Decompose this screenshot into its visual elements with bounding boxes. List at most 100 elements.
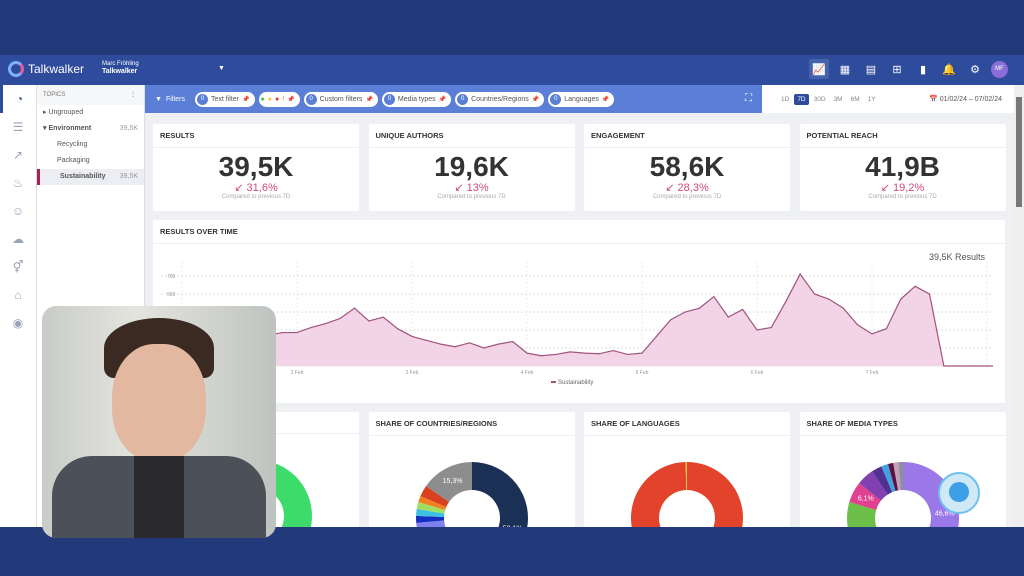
donut-slice[interactable] (902, 462, 959, 527)
data-point[interactable] (914, 285, 916, 287)
donut-slice[interactable] (848, 483, 881, 511)
filters-label[interactable]: Filters (165, 95, 185, 103)
data-point[interactable] (900, 298, 902, 300)
data-point[interactable] (928, 293, 931, 295)
donut-slice[interactable] (880, 464, 896, 493)
data-point[interactable] (799, 273, 801, 275)
period-1Y[interactable]: 1Y (867, 95, 876, 103)
custom-filters-chip[interactable]: 0 Custom filters 📌 (303, 91, 378, 107)
donut-slice[interactable] (892, 462, 901, 491)
data-point[interactable] (454, 346, 456, 348)
kpi-card[interactable]: UNIQUE AUTHORS 19,6K ↙ 13% Compared to prev… (368, 124, 575, 211)
data-point[interactable] (339, 317, 341, 320)
data-point[interactable] (468, 342, 471, 344)
data-point[interactable] (598, 353, 600, 355)
data-point[interactable] (713, 295, 715, 298)
data-point[interactable] (440, 343, 442, 345)
analytics-icon[interactable]: 📈 (809, 59, 829, 79)
emoji-icon[interactable]: ☺ (11, 204, 25, 218)
donut-slice[interactable] (871, 466, 892, 495)
data-point[interactable] (368, 320, 370, 322)
data-point[interactable] (411, 335, 413, 338)
data-point[interactable] (727, 316, 729, 318)
donut-slice[interactable] (415, 508, 444, 517)
text-filter-chip[interactable]: 0 Text filter 📌 (195, 91, 255, 107)
period-6M[interactable]: 6M (850, 95, 860, 103)
legend-label[interactable]: Sustainability (558, 380, 593, 386)
data-point[interactable] (282, 331, 284, 334)
data-point[interactable] (382, 316, 384, 318)
chevron-down-icon[interactable]: ▼ (218, 65, 225, 72)
fullscreen-icon[interactable]: ⛶ (745, 93, 752, 104)
data-point[interactable] (296, 331, 298, 334)
bell-icon[interactable]: 🔔 (942, 63, 956, 76)
chat-assistant-button[interactable] (938, 472, 980, 514)
donut-slice[interactable] (858, 471, 888, 501)
topic-group-ungrouped[interactable]: ▸ Ungrouped (43, 109, 84, 116)
media-types-chip[interactable]: 0 Media types 📌 (381, 91, 452, 107)
donut-slice[interactable] (425, 462, 472, 502)
data-point[interactable] (583, 352, 586, 354)
apps-grid-icon[interactable]: ⊞ (892, 63, 902, 76)
data-point[interactable] (612, 349, 614, 352)
data-point[interactable] (483, 347, 485, 349)
data-point[interactable] (943, 365, 945, 367)
donut-slice[interactable] (416, 502, 445, 514)
donut-slice[interactable] (631, 462, 743, 527)
data-point[interactable] (698, 307, 701, 309)
data-point[interactable] (813, 293, 816, 295)
languages-chip[interactable]: 0 Languages 📌 (548, 91, 615, 107)
data-point[interactable] (742, 308, 744, 311)
gear-icon[interactable]: ⚙ (970, 63, 980, 76)
donut-slice[interactable] (444, 462, 528, 527)
donut-slice[interactable] (417, 496, 446, 511)
data-point[interactable] (497, 343, 499, 345)
topic-packaging[interactable]: Packaging (57, 157, 90, 164)
data-point[interactable] (972, 365, 974, 367)
data-point[interactable] (540, 355, 542, 357)
data-point[interactable] (627, 353, 629, 356)
kpi-card[interactable]: POTENTIAL REACH 41,9B ↙ 19,2% Compared to p… (799, 124, 1006, 211)
kpi-card[interactable]: ENGAGEMENT 58,6K ↙ 28,3% Compared to previo… (584, 124, 790, 211)
data-point[interactable] (857, 324, 859, 326)
more-menu-icon[interactable]: ⋮ (130, 92, 136, 98)
account-switcher[interactable]: Marc Fröhling Talkwalker (102, 60, 139, 76)
alerts-book-icon[interactable]: ▤ (865, 63, 877, 76)
data-point[interactable] (684, 311, 686, 313)
data-point[interactable] (655, 335, 657, 338)
topic-recycling[interactable]: Recycling (57, 141, 88, 148)
dashboard-icon[interactable]: ◔ (0, 85, 36, 113)
period-1D[interactable]: 1D (781, 95, 790, 103)
cloud-icon[interactable]: ☁ (12, 232, 24, 246)
donut-slice[interactable] (887, 462, 898, 492)
period-30D[interactable]: 30D (813, 95, 826, 103)
data-point[interactable] (986, 365, 988, 367)
data-point[interactable] (353, 307, 356, 309)
data-point[interactable] (425, 339, 427, 341)
data-point[interactable] (828, 298, 830, 300)
data-point[interactable] (670, 319, 672, 321)
map-icon[interactable]: ⌂ (14, 288, 22, 302)
dashboard-grid-icon[interactable]: ▦ (839, 63, 851, 76)
data-point[interactable] (770, 326, 772, 329)
donut-slice[interactable] (419, 485, 449, 508)
bookmark-icon[interactable]: ▮ (919, 63, 927, 76)
date-range-picker[interactable]: 📅 01/02/24 – 07/02/24 (929, 96, 1002, 103)
data-point[interactable] (569, 351, 571, 353)
data-point[interactable] (555, 353, 557, 356)
data-point[interactable] (526, 352, 528, 354)
data-point[interactable] (512, 340, 514, 343)
sentiment-filter-chip[interactable]: ● ● ●! 📌 (258, 91, 300, 107)
donut-slice[interactable] (415, 515, 444, 523)
period-7D[interactable]: 7D (794, 93, 809, 105)
data-point[interactable] (885, 328, 887, 330)
donut-slice[interactable] (897, 462, 903, 491)
page-scrollbar[interactable] (1014, 85, 1024, 527)
feed-icon[interactable]: ☰ (12, 120, 24, 134)
avatar[interactable]: MF (991, 60, 1008, 78)
data-point[interactable] (310, 326, 312, 329)
topic-group-environment[interactable]: ▾ Environment 39,5K (43, 125, 138, 132)
eye-icon[interactable]: ◉ (12, 316, 24, 330)
data-point[interactable] (397, 328, 399, 330)
gender-icon[interactable]: ⚥ (12, 260, 24, 274)
